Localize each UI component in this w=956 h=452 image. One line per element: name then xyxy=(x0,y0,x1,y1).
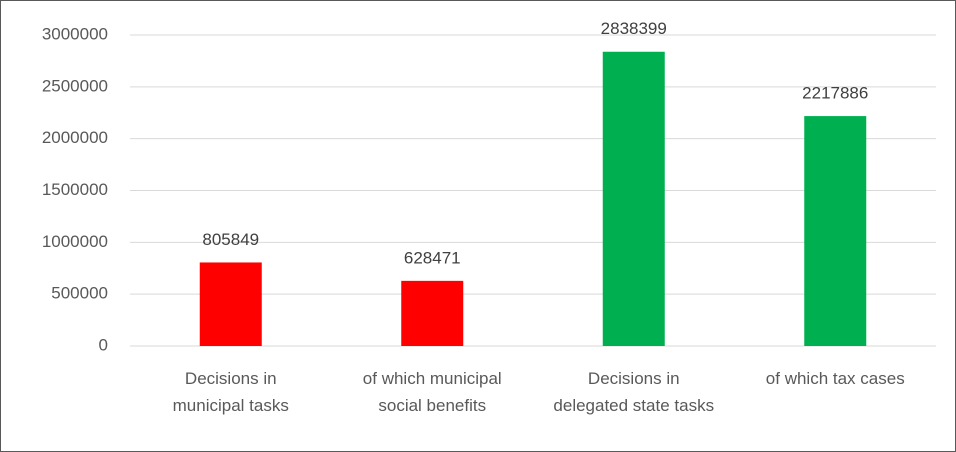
x-tick-label-line: Decisions in xyxy=(185,369,277,388)
x-tick-label-line: municipal tasks xyxy=(173,396,289,415)
x-tick-label-line: social benefits xyxy=(378,396,486,415)
bar xyxy=(401,280,464,346)
y-tick-label: 1500000 xyxy=(42,180,108,199)
x-tick-label: Decisions in municipal tasks xyxy=(173,369,289,415)
bar xyxy=(804,116,867,346)
data-label: 2217886 xyxy=(802,84,868,103)
y-tick-label: 1000000 xyxy=(42,232,108,251)
y-tick-label: 3000000 xyxy=(42,24,108,43)
y-tick-label: 2500000 xyxy=(42,76,108,95)
x-tick-label-line: delegated state tasks xyxy=(553,396,714,415)
y-tick-label: 0 xyxy=(99,335,108,354)
y-tick-label: 2000000 xyxy=(42,128,108,147)
x-tick-label: of which tax cases xyxy=(766,369,905,388)
data-label: 805849 xyxy=(202,230,259,249)
data-label: 628471 xyxy=(404,248,461,267)
x-tick-label: Decisions in delegated state tasks xyxy=(553,369,714,415)
x-tick-label-line: Decisions in xyxy=(588,369,680,388)
x-tick-label: of which municipal social benefits xyxy=(363,369,502,415)
bar xyxy=(602,51,665,347)
y-tick-label: 500000 xyxy=(51,284,108,303)
data-label: 2838399 xyxy=(601,19,667,38)
x-tick-label-line: of which municipal xyxy=(363,369,502,388)
bar xyxy=(199,262,262,346)
x-tick-label-line: of which tax cases xyxy=(766,369,905,388)
